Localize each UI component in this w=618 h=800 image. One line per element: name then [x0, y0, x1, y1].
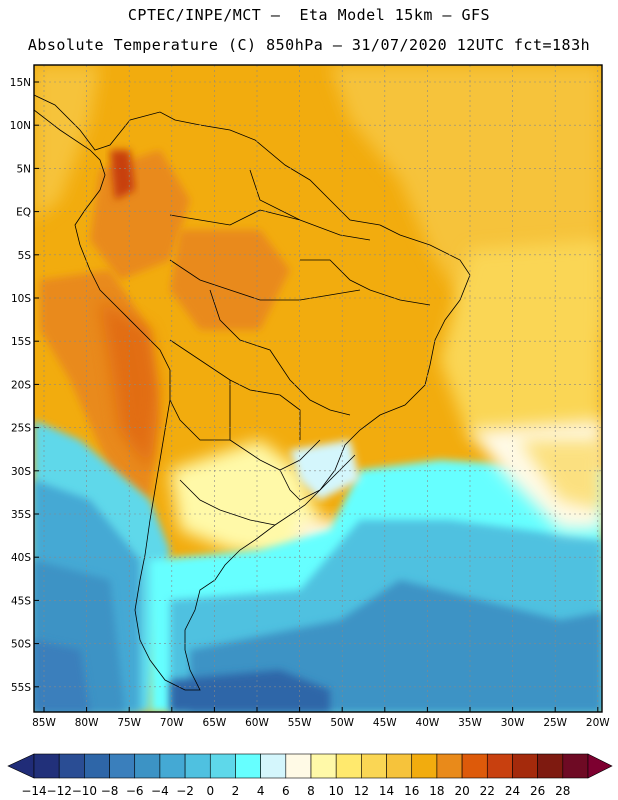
colorbar-label: 18 — [429, 784, 444, 798]
latitude-label: 10N — [10, 120, 31, 132]
temperature-field — [34, 65, 602, 712]
longitude-label: 35W — [458, 717, 482, 729]
longitude-label: 50W — [330, 717, 354, 729]
colorbar-label: 14 — [379, 784, 394, 798]
colorbar-left-extension — [7, 753, 35, 779]
colorbar-label: 24 — [505, 784, 520, 798]
colorbar-swatch — [436, 753, 463, 779]
colorbar-swatch — [512, 753, 538, 779]
colorbar-label: 4 — [257, 784, 265, 798]
colorbar-right-extension — [587, 753, 613, 779]
colorbar-swatch — [33, 753, 60, 779]
colorbar-swatch — [361, 753, 387, 779]
longitude-label: 60W — [245, 717, 269, 729]
colorbar-swatch — [411, 753, 438, 779]
map-frame — [33, 64, 603, 713]
colorbar-label: −6 — [126, 784, 144, 798]
latitude-label: 30S — [11, 466, 31, 478]
latitude-label: 40S — [11, 552, 31, 564]
longitude-labels: 85W 80W 75W 70W 65W 60W 55W 50W 45W 40W 35W 30W 25W 2… — [32, 707, 610, 729]
colorbar-swatch — [461, 753, 488, 779]
colorbar-label: 16 — [404, 784, 419, 798]
longitude-label: 30W — [501, 717, 525, 729]
chart-title-line-2: Absolute Temperature (C) 850hPa – 31/07/… — [27, 36, 591, 54]
latitude-label: 15N — [10, 77, 31, 89]
colorbar — [7, 753, 613, 779]
colorbar-label: −8 — [101, 784, 119, 798]
colorbar-label: 10 — [329, 784, 344, 798]
colorbar-swatch — [386, 753, 413, 779]
colorbar-swatch — [285, 753, 312, 779]
longitude-label: 45W — [373, 717, 397, 729]
colorbar-label: 26 — [530, 784, 545, 798]
longitude-label: 55W — [288, 717, 312, 729]
colorbar-label: 2 — [232, 784, 240, 798]
longitude-label: 75W — [117, 717, 141, 729]
colorbar-swatch — [486, 753, 513, 779]
colorbar-label: 6 — [282, 784, 290, 798]
colorbar-swatch — [260, 753, 287, 779]
longitude-label: 80W — [75, 717, 99, 729]
colorbar-label: −12 — [47, 784, 72, 798]
colorbar-label: −10 — [72, 784, 97, 798]
latitude-label: 5S — [18, 250, 32, 262]
colorbar-label: 22 — [480, 784, 495, 798]
colorbar-label: 12 — [354, 784, 369, 798]
longitude-label: 20W — [586, 717, 610, 729]
colorbar-swatch — [310, 753, 337, 779]
latitude-label: 50S — [11, 639, 31, 651]
longitude-label: 25W — [543, 717, 567, 729]
colorbar-label: −4 — [151, 784, 169, 798]
latitude-label: 45S — [11, 595, 31, 607]
colorbar-swatch — [134, 753, 161, 779]
latitude-label: 5N — [16, 163, 31, 175]
colorbar-swatch — [109, 753, 136, 779]
colorbar-label: 20 — [454, 784, 469, 798]
colorbar-labels: −14 −12 −10 −8 −6 −4 −2 0 2 4 6 8 10 12 14 16 18 20 22 24 26… — [21, 784, 570, 798]
colorbar-swatch — [58, 753, 85, 779]
colorbar-label: 28 — [555, 784, 570, 798]
colorbar-swatch — [209, 753, 236, 779]
latitude-label: 20S — [11, 379, 31, 391]
colorbar-swatch — [562, 753, 589, 779]
latitude-label: 15S — [11, 336, 31, 348]
colorbar-swatch — [184, 753, 211, 779]
colorbar-label: 0 — [206, 784, 214, 798]
latitude-label: 25S — [11, 423, 31, 435]
colorbar-swatch — [335, 753, 362, 779]
colorbar-swatch — [235, 753, 261, 779]
country-borders — [34, 94, 471, 691]
colorbar-swatch — [537, 753, 564, 779]
latitude-label: 55S — [11, 682, 31, 694]
longitude-label: 70W — [160, 717, 184, 729]
colorbar-label: −14 — [21, 784, 46, 798]
colorbar-swatch — [159, 753, 186, 779]
longitude-label: 40W — [416, 717, 440, 729]
colorbar-label: −2 — [176, 784, 194, 798]
latitude-label: 10S — [11, 293, 31, 305]
latitude-label: 35S — [11, 509, 31, 521]
latitude-label: EQ — [16, 207, 31, 219]
colorbar-swatch — [84, 753, 110, 779]
latitude-labels: 15N 10N 5N EQ 5S 10S 15S 20S 25S 30S 35S 40S 45S 50S 5… — [10, 77, 39, 694]
chart-title-line-1: CPTEC/INPE/MCT – Eta Model 15km – GFS — [127, 6, 491, 24]
longitude-label: 85W — [32, 717, 56, 729]
longitude-label: 65W — [203, 717, 227, 729]
colorbar-label: 8 — [307, 784, 315, 798]
